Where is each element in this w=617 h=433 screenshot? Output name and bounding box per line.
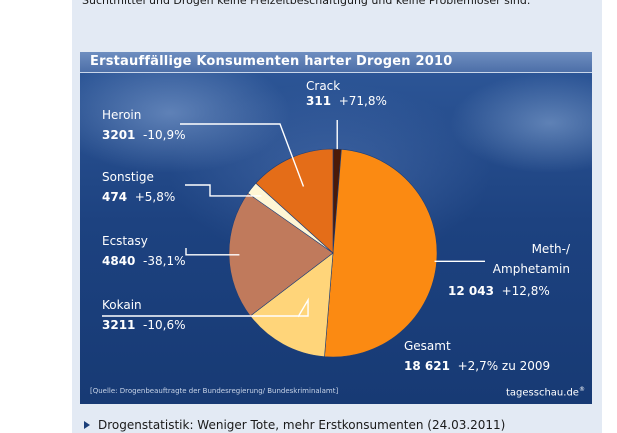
label-ecstasy-change: -38,1% — [143, 254, 186, 268]
label-gesamt-value: 18 621 — [404, 359, 450, 373]
label-meth-values: 12 043 +12,8% — [448, 284, 550, 299]
pie-slice-heroin — [255, 148, 334, 254]
label-crack-change: +71,8% — [338, 94, 387, 108]
label-heroin-change: -10,9% — [143, 128, 186, 142]
label-gesamt-change: +2,7% zu 2009 — [457, 359, 551, 373]
leader-line-ecstasy — [185, 248, 240, 256]
label-meth-name-line2: Amphetamin — [492, 262, 570, 276]
chart-title: Erstauffällige Konsumenten harter Drogen… — [90, 54, 453, 69]
brand-text: tagesschau.de — [506, 387, 579, 399]
label-heroin-name: Heroin — [102, 108, 142, 122]
label-sonstige: Sonstige 474 +5,8% — [102, 170, 175, 205]
page-right-margin — [602, 0, 617, 433]
source-note: [Quelle: Drogenbeauftragte der Bundesreg… — [90, 387, 339, 395]
label-kokain: Kokain 3211 -10,6% — [102, 298, 186, 333]
label-ecstasy: Ecstasy 4840 -38,1% — [102, 234, 186, 269]
label-meth: Meth-/ Amphetamin — [470, 242, 570, 277]
leader-line-kokain — [102, 297, 309, 318]
label-crack-name: Crack — [306, 79, 341, 93]
page-left-margin — [0, 0, 72, 433]
label-ecstasy-name: Ecstasy — [102, 234, 148, 248]
arrow-right-icon — [84, 421, 90, 429]
label-heroin: Heroin 3201 -10,9% — [102, 108, 186, 143]
label-gesamt-name: Gesamt — [404, 339, 451, 353]
label-kokain-value: 3211 — [102, 318, 136, 332]
label-sonstige-value: 474 — [102, 190, 128, 204]
label-sonstige-name: Sonstige — [102, 170, 154, 184]
label-heroin-value: 3201 — [102, 128, 136, 142]
title-bar: Erstauffällige Konsumenten harter Drogen… — [80, 52, 592, 73]
leader-line-heroin — [180, 123, 305, 187]
label-kokain-name: Kokain — [102, 298, 142, 312]
label-ecstasy-value: 4840 — [102, 254, 136, 268]
label-crack: Crack 311 +71,8% — [306, 79, 387, 109]
pie-slice-meth-amphetamin — [324, 149, 438, 358]
brand-logo: tagesschau.de® — [506, 386, 585, 398]
label-sonstige-change: +5,8% — [134, 190, 176, 204]
article-link[interactable]: Drogenstatistik: Weniger Tote, mehr Erst… — [84, 418, 505, 432]
drug-infographic: Erstauffällige Konsumenten harter Drogen… — [80, 52, 592, 404]
label-gesamt: Gesamt 18 621 +2,7% zu 2009 — [404, 339, 550, 374]
brand-registered-mark: ® — [578, 386, 585, 393]
label-kokain-change: -10,6% — [143, 318, 186, 332]
leader-line-sonstige — [185, 184, 262, 197]
label-meth-value: 12 043 — [448, 284, 494, 298]
quote-text: Suchtmittel und Drogen keine Freizeitbes… — [82, 0, 536, 7]
pie-chart — [102, 120, 485, 358]
label-meth-name-line1: Meth-/ — [531, 242, 570, 256]
label-crack-value: 311 — [306, 94, 332, 108]
label-meth-change: +12,8% — [501, 284, 550, 298]
pie-slice-kokain — [249, 252, 334, 357]
article-link-text: Drogenstatistik: Weniger Tote, mehr Erst… — [98, 418, 506, 432]
